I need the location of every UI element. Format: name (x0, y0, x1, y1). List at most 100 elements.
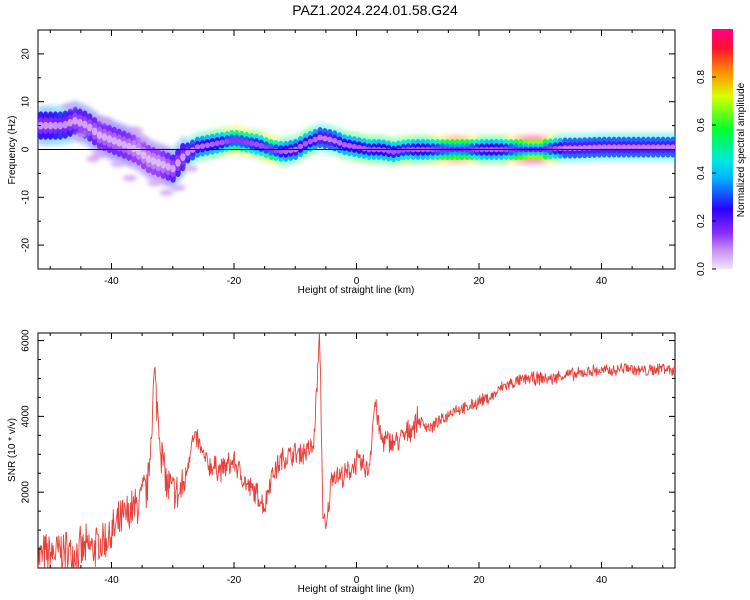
heatmap-cell (591, 144, 598, 151)
heatmap-cell (101, 133, 108, 141)
heatmap-cell (175, 159, 181, 167)
colorbar: 0.0 0.2 0.4 0.6 0.8 Normalized spectral ampl… (696, 29, 747, 276)
heatmap-cell (336, 139, 343, 146)
colorbar-tick-label: 0.6 (696, 118, 707, 132)
heatmap-cell (390, 149, 397, 155)
heatmap-blob (129, 127, 143, 134)
heatmap-cell (567, 145, 573, 151)
heatmap-blob (159, 189, 174, 196)
colorbar-gradient (712, 29, 733, 269)
heatmap-cell (160, 160, 166, 169)
heatmap-cell (297, 143, 304, 150)
heatmap-cell (273, 147, 279, 154)
heatmap-cell (361, 145, 367, 152)
heatmap-cell (150, 157, 157, 165)
heatmap-blob (184, 165, 199, 172)
figure-title: PAZ1.2024.224.01.58.G24 (292, 2, 458, 18)
snr-x-tick-label: 0 (354, 575, 360, 586)
spectrogram-y-axis-label: Frequency (Hz) (7, 116, 18, 185)
heatmap-cell (145, 155, 152, 163)
heatmap-cell (675, 141, 681, 153)
colorbar-tick-label: 0.8 (696, 70, 707, 84)
snr-y-axis-label: SNR (10 * v/v) (7, 418, 18, 482)
heatmap-blob (110, 160, 125, 167)
heatmap-cell (62, 120, 68, 129)
heatmap-cell (547, 145, 554, 152)
spectrogram-x-tick-label: 40 (596, 276, 608, 287)
heatmap-cell (327, 136, 333, 143)
heatmap-cell (385, 148, 392, 154)
spectrogram-y-tick-label: -10 (21, 190, 32, 205)
spectrogram-x-tick-label: -20 (227, 276, 242, 287)
spectrogram-y-tick-label: -20 (21, 237, 32, 252)
heatmap-cell (572, 145, 578, 151)
spectrogram-y-tick-label: 20 (21, 48, 32, 60)
snr-y-tick-label: 2000 (21, 481, 32, 504)
heatmap-cell (675, 144, 681, 150)
heatmap-cell (96, 131, 103, 140)
heatmap-cell (258, 142, 264, 149)
heatmap-cell (234, 137, 240, 144)
heatmap-blob (92, 151, 107, 158)
spectrogram-x-tick-label: -40 (104, 276, 119, 287)
heatmap-cell (52, 121, 59, 130)
heatmap-cell (307, 138, 313, 145)
heatmap-cell (287, 147, 294, 154)
heatmap-cell (562, 145, 568, 151)
heatmap-cell (601, 144, 607, 150)
heatmap-blob (98, 117, 113, 124)
heatmap-cell (116, 138, 122, 147)
colorbar-tick-label: 0.2 (696, 214, 707, 228)
spectrogram-x-ticks: -40 -20 0 20 40 (49, 30, 664, 287)
heatmap-cell (229, 137, 235, 144)
heatmap-cell (248, 140, 255, 147)
heatmap-cell (57, 121, 64, 130)
heatmap-cell (67, 118, 73, 127)
heatmap-cell (253, 141, 260, 148)
heatmap-blob (86, 156, 101, 163)
snr-x-tick-label: 40 (596, 575, 608, 586)
snr-x-tick-label: -40 (104, 575, 119, 586)
heatmap-cell (596, 144, 603, 151)
heatmap-cell (238, 138, 245, 145)
spectrogram-x-tick-label: 20 (473, 276, 485, 287)
heatmap-cell (635, 144, 642, 150)
heatmap-cell (312, 136, 318, 143)
heatmap-cell (317, 134, 323, 141)
heatmap-cell (126, 142, 132, 151)
heatmap-cell (665, 144, 671, 150)
heatmap-cell (332, 138, 338, 144)
heatmap-cell (121, 140, 127, 149)
heatmap-cell (224, 138, 230, 145)
colorbar-tick-label: 0.4 (696, 166, 707, 180)
heatmap-cell (670, 144, 675, 150)
heatmap-blob (171, 184, 186, 191)
heatmap-blob (135, 136, 150, 143)
heatmap-cell (165, 162, 171, 171)
snr-y-ticks: 2000 4000 6000 (21, 329, 675, 569)
heatmap-cell (346, 142, 353, 149)
heatmap-cell (136, 147, 142, 156)
heatmap-cell (42, 121, 49, 130)
heatmap-cell (140, 151, 147, 160)
snr-series-line (38, 333, 675, 568)
snr-x-tick-label: 20 (473, 575, 485, 586)
spectrogram-y-tick-label: 10 (21, 96, 32, 108)
heatmap-cell (675, 132, 681, 163)
snr-frame (37, 332, 676, 569)
heatmap-cell (91, 127, 98, 136)
heatmap-cell (655, 144, 661, 150)
heatmap-cell (243, 139, 250, 146)
heatmap-cell (219, 139, 225, 146)
heatmap-cell (351, 143, 358, 150)
colorbar-label: Normalized spectral amplitude (736, 82, 747, 217)
heatmap-cell (675, 137, 681, 158)
heatmap-cell (185, 149, 191, 156)
heatmap-cell (322, 135, 328, 142)
heatmap-cell (170, 164, 176, 173)
snr-x-ticks: -40 -20 0 20 40 (49, 333, 664, 586)
heatmap-cell (82, 120, 88, 129)
heatmap-cell (650, 144, 656, 150)
